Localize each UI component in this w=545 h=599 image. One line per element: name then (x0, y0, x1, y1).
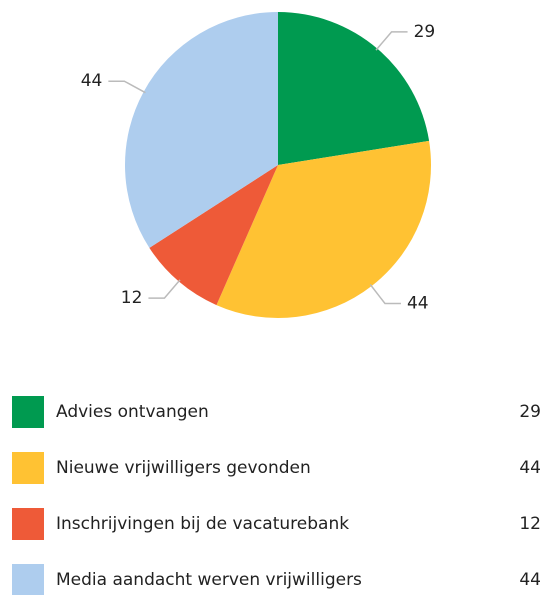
legend-value: 44 (519, 458, 541, 478)
pie-slice (278, 12, 430, 165)
legend-value: 29 (519, 402, 541, 422)
pie-slice (216, 140, 432, 318)
leader-line (108, 80, 146, 94)
slice-label: 29 (414, 22, 436, 42)
legend-value: 12 (519, 514, 541, 534)
legend-swatch (12, 452, 44, 484)
legend-label: Media aandacht werven vrijwilligers (56, 570, 362, 590)
legend-label: Inschrijvingen bij de vacaturebank (56, 514, 349, 534)
legend-label: Advies ontvangen (56, 402, 209, 422)
legend-label: Nieuwe vrijwilligers gevonden (56, 458, 311, 478)
leader-line (375, 31, 408, 51)
slice-label: 44 (81, 71, 103, 91)
legend-value: 44 (519, 570, 541, 590)
legend-swatch (12, 508, 44, 540)
leader-line (148, 279, 181, 299)
pie-slice (125, 12, 278, 248)
slice-label: 44 (407, 294, 429, 314)
pie-slice (149, 165, 278, 306)
leader-line (369, 284, 401, 305)
slice-label: 12 (121, 288, 143, 308)
legend-swatch (12, 396, 44, 428)
legend-swatch (12, 564, 44, 596)
